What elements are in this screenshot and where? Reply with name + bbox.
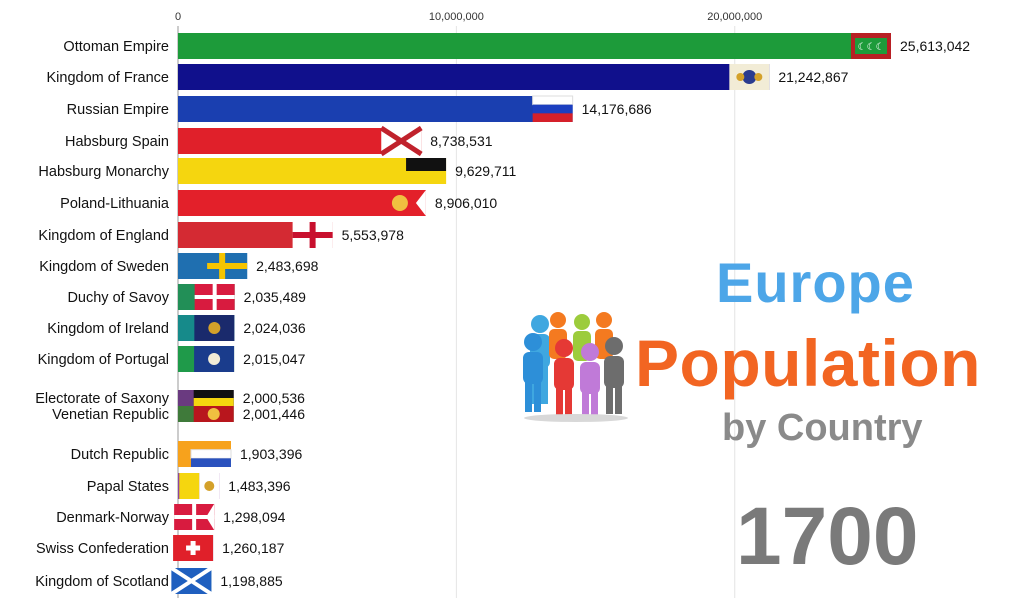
category-label: Venetian Republic [52, 407, 169, 423]
bar [178, 128, 422, 154]
bar [178, 158, 447, 184]
value-label: 5,553,978 [342, 227, 404, 243]
category-label: Kingdom of Sweden [39, 259, 169, 275]
flag-icon [194, 346, 235, 372]
category-label: Kingdom of France [46, 70, 169, 86]
value-label: 2,483,698 [256, 258, 318, 274]
flag-icon [193, 406, 234, 422]
value-label: 2,024,036 [243, 320, 305, 336]
category-label: Russian Empire [67, 102, 169, 118]
flag-icon [379, 125, 423, 157]
flag-icon [193, 390, 234, 406]
value-label: 2,015,047 [243, 351, 305, 367]
category-label: Ottoman Empire [63, 39, 169, 55]
bar [178, 33, 891, 59]
value-label: 8,738,531 [430, 133, 492, 149]
category-label: Habsburg Monarchy [38, 164, 169, 180]
flag-icon [292, 222, 333, 248]
category-label: Kingdom of Ireland [47, 321, 169, 337]
value-label: 2,001,446 [243, 406, 305, 422]
flag-icon [170, 566, 213, 596]
value-label: 1,298,094 [223, 509, 285, 525]
x-tick-label: 0 [175, 11, 181, 23]
bar [178, 96, 573, 122]
category-label: Duchy of Savoy [67, 290, 169, 306]
title-population: Population [635, 326, 981, 400]
value-label: 1,903,396 [240, 446, 302, 462]
value-label: 2,000,536 [243, 390, 305, 406]
value-label: 1,260,187 [222, 540, 284, 556]
svg-text:☾☾☾: ☾☾☾ [858, 42, 885, 53]
people-group-icon [518, 312, 633, 427]
x-tick-label: 10,000,000 [429, 11, 484, 23]
flag-icon [532, 95, 574, 122]
category-label: Papal States [87, 479, 169, 495]
bar [178, 64, 770, 90]
category-label: Poland-Lithuania [60, 196, 170, 212]
category-label: Dutch Republic [71, 447, 169, 463]
flag-icon [179, 473, 220, 499]
bar [178, 190, 426, 216]
value-label: 9,629,711 [455, 163, 516, 179]
flag-icon [385, 190, 426, 216]
title-europe: Europe [716, 251, 915, 314]
value-label: 2,035,489 [244, 289, 306, 305]
flag-icon [173, 535, 214, 561]
category-label: Kingdom of Portugal [38, 352, 169, 368]
flag-icon [194, 315, 235, 341]
value-label: 8,906,010 [435, 195, 497, 211]
x-tick-label: 20,000,000 [707, 11, 762, 23]
category-label: Habsburg Spain [65, 134, 169, 150]
category-label: Denmark-Norway [56, 510, 170, 526]
value-label: 25,613,042 [900, 38, 970, 54]
flag-icon [190, 441, 232, 467]
category-label: Swiss Confederation [36, 541, 169, 557]
flag-icon [207, 253, 248, 279]
value-label: 1,483,396 [228, 478, 290, 494]
flag-icon [729, 64, 770, 90]
category-label: Kingdom of Scotland [35, 574, 169, 590]
value-label: 21,242,867 [778, 69, 848, 85]
year-label: 1700 [736, 491, 919, 582]
flag-icon [174, 504, 215, 530]
value-label: 1,198,885 [220, 573, 282, 589]
category-label: Kingdom of England [38, 228, 169, 244]
category-label: Electorate of Saxony [35, 391, 170, 407]
flag-icon: ☾☾☾ [851, 33, 891, 59]
flag-icon [194, 284, 235, 310]
flag-icon [406, 158, 447, 184]
value-label: 14,176,686 [582, 101, 652, 117]
title-by-country: by Country [722, 407, 923, 449]
